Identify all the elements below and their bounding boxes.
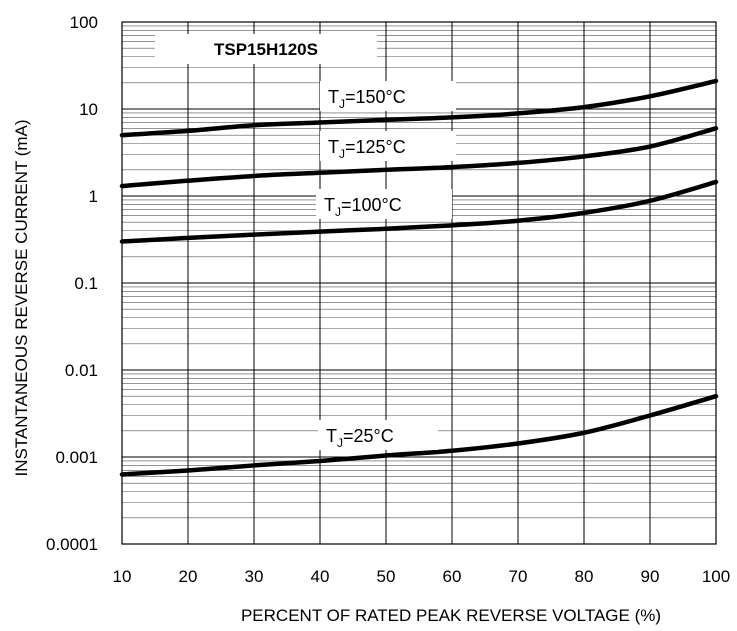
series-label-main: T — [324, 195, 335, 215]
series-label-rest: =125°C — [345, 137, 406, 157]
series-label-main: T — [328, 137, 339, 157]
series-label-main: T — [326, 426, 337, 446]
series-label-background — [316, 189, 452, 219]
series-line — [119, 393, 719, 477]
series-label-rest: =100°C — [341, 195, 402, 215]
series-label-rest: =25°C — [343, 426, 394, 446]
y-tick-label: 10 — [79, 100, 98, 119]
y-tick-label: 0.1 — [74, 274, 98, 293]
series-label-subscript: J — [339, 97, 345, 111]
x-tick-label: 40 — [311, 567, 330, 586]
series-line — [119, 78, 719, 138]
series-label-main: T — [328, 87, 339, 107]
x-axis-label: PERCENT OF RATED PEAK REVERSE VOLTAGE (%… — [241, 606, 661, 625]
x-tick-label: 80 — [575, 567, 594, 586]
y-tick-label: 0.01 — [65, 361, 98, 380]
x-tick-label: 100 — [702, 567, 730, 586]
y-axis-label: INSTANTANEOUS REVERSE CURRENT (mA) — [12, 119, 31, 476]
plot-frame — [121, 21, 717, 545]
y-tick-label: 0.0001 — [46, 535, 98, 554]
chart-title: TSP15H120S — [214, 40, 318, 59]
y-tick-label: 1 — [89, 187, 98, 206]
x-tick-label: 50 — [377, 567, 396, 586]
series-label-background — [320, 131, 456, 161]
series-labels: TJ=150°CTJ=125°CTJ=100°CTJ=25°C — [316, 81, 456, 450]
series-line — [119, 126, 719, 189]
series-label-rest: =150°C — [345, 87, 406, 107]
series-label-subscript: J — [335, 205, 341, 219]
x-tick-label: 10 — [113, 567, 132, 586]
x-tick-label: 20 — [179, 567, 198, 586]
chart-title-background — [155, 34, 377, 64]
grid-minor — [122, 25, 716, 519]
y-tick-label: 0.001 — [55, 448, 98, 467]
x-tick-label: 30 — [245, 567, 264, 586]
series-label-subscript: J — [337, 436, 343, 450]
series-label: TJ=25°C — [326, 426, 394, 450]
series-line — [119, 179, 719, 244]
x-tick-label: 90 — [641, 567, 660, 586]
series-lines — [119, 78, 719, 477]
series-label-background — [318, 420, 438, 450]
series-label: TJ=100°C — [324, 195, 402, 219]
y-tick-label: 100 — [70, 13, 98, 32]
x-tick-labels: 10 20 30 40 50 60 70 80 90 100 — [113, 567, 731, 586]
series-label-subscript: J — [339, 147, 345, 161]
x-tick-label: 70 — [509, 567, 528, 586]
y-tick-labels: 100 10 1 0.1 0.01 0.001 0.0001 — [46, 13, 98, 554]
chart-title-box: TSP15H120S — [155, 34, 377, 64]
series-label: TJ=150°C — [328, 87, 406, 111]
series-label-background — [320, 81, 456, 111]
x-tick-label: 60 — [443, 567, 462, 586]
series-label: TJ=125°C — [328, 137, 406, 161]
